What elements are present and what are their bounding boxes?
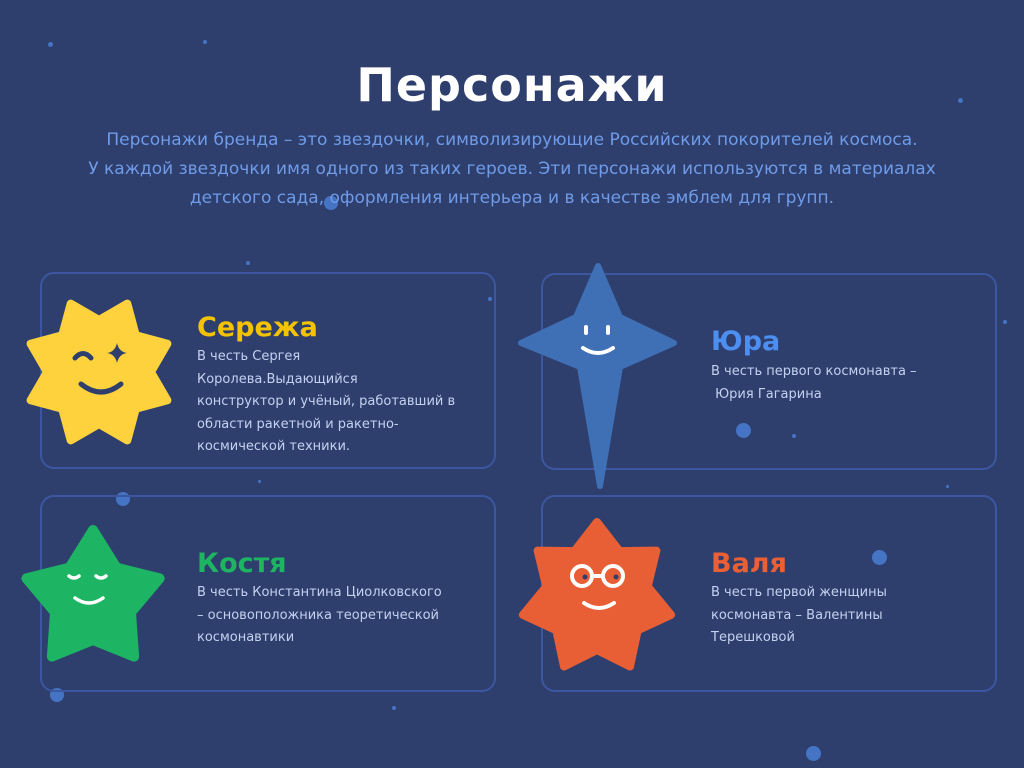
character-name-seryozha: Сережа xyxy=(197,312,318,343)
glasses-star-icon xyxy=(518,518,676,671)
character-desc-kostya: В честь Константина Циолковского – осново… xyxy=(197,585,442,645)
card-seryozha xyxy=(40,272,496,469)
character-desc-valya: В честь первой женщины космонавта – Вален… xyxy=(711,585,887,645)
glasses-face xyxy=(570,564,625,610)
sleepy-face xyxy=(67,574,108,605)
character-desc-yura: В честь первого космонавта – Юрия Гагари… xyxy=(711,364,917,402)
four-point-star-icon xyxy=(518,263,677,489)
smiling-face xyxy=(581,325,615,355)
character-name-yura: Юра xyxy=(711,326,781,357)
page-title: Персонажи xyxy=(356,58,668,112)
character-name-valya: Валя xyxy=(711,548,787,579)
winking-face xyxy=(72,351,124,395)
page-subtitle: Персонажи бренда – это звездочки, символ… xyxy=(88,130,936,208)
winking-star-icon xyxy=(26,299,172,445)
character-name-kostya: Костя xyxy=(197,548,287,579)
sparkle-eye-icon xyxy=(107,343,127,363)
card-yura xyxy=(541,273,997,470)
sleepy-star-icon xyxy=(21,525,165,662)
character-desc-seryozha: В честь Сергея Королева.Выдающийся констр… xyxy=(197,349,456,454)
